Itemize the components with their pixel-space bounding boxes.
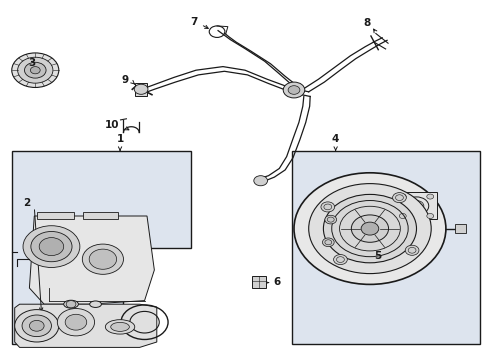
Circle shape [22,315,51,337]
Circle shape [309,184,431,274]
Bar [292,151,480,344]
Circle shape [399,194,406,199]
Circle shape [288,86,300,94]
Circle shape [361,222,379,235]
Circle shape [323,194,416,263]
Circle shape [254,176,268,186]
Circle shape [427,194,434,199]
Polygon shape [15,304,157,347]
Circle shape [18,57,53,83]
Text: 4: 4 [332,134,340,144]
Circle shape [23,226,80,267]
Circle shape [15,310,59,342]
Circle shape [405,245,419,255]
Text: 6: 6 [273,277,281,287]
Ellipse shape [90,301,101,307]
Circle shape [334,255,347,265]
Circle shape [65,314,87,330]
Text: 5: 5 [374,251,381,261]
Circle shape [29,320,44,331]
Bar [135,83,147,96]
Text: 7: 7 [190,17,197,27]
Polygon shape [12,151,191,344]
Ellipse shape [105,320,135,334]
Text: 3: 3 [28,58,35,68]
Text: 10: 10 [104,120,119,130]
Circle shape [283,82,305,98]
Circle shape [134,84,148,94]
Circle shape [325,215,337,224]
Circle shape [322,238,334,247]
Circle shape [39,238,64,256]
Circle shape [30,67,40,74]
Circle shape [82,244,123,274]
Text: 8: 8 [363,18,370,28]
Text: 1: 1 [117,134,123,144]
Circle shape [66,301,76,308]
Circle shape [321,202,335,212]
Circle shape [351,215,389,242]
Polygon shape [29,216,154,304]
Bar [37,212,74,219]
Bar [252,276,266,288]
Bar [396,192,437,219]
Circle shape [24,62,46,78]
Bar [83,212,118,219]
Circle shape [57,309,95,336]
Circle shape [89,249,117,269]
Circle shape [427,213,434,219]
Ellipse shape [111,323,129,331]
Circle shape [31,231,72,262]
Bar [455,224,466,233]
Circle shape [294,173,446,284]
Circle shape [12,53,59,87]
Circle shape [399,213,406,219]
Circle shape [392,193,406,203]
Text: 9: 9 [122,75,129,85]
Text: 2: 2 [24,198,30,208]
Ellipse shape [64,300,78,308]
